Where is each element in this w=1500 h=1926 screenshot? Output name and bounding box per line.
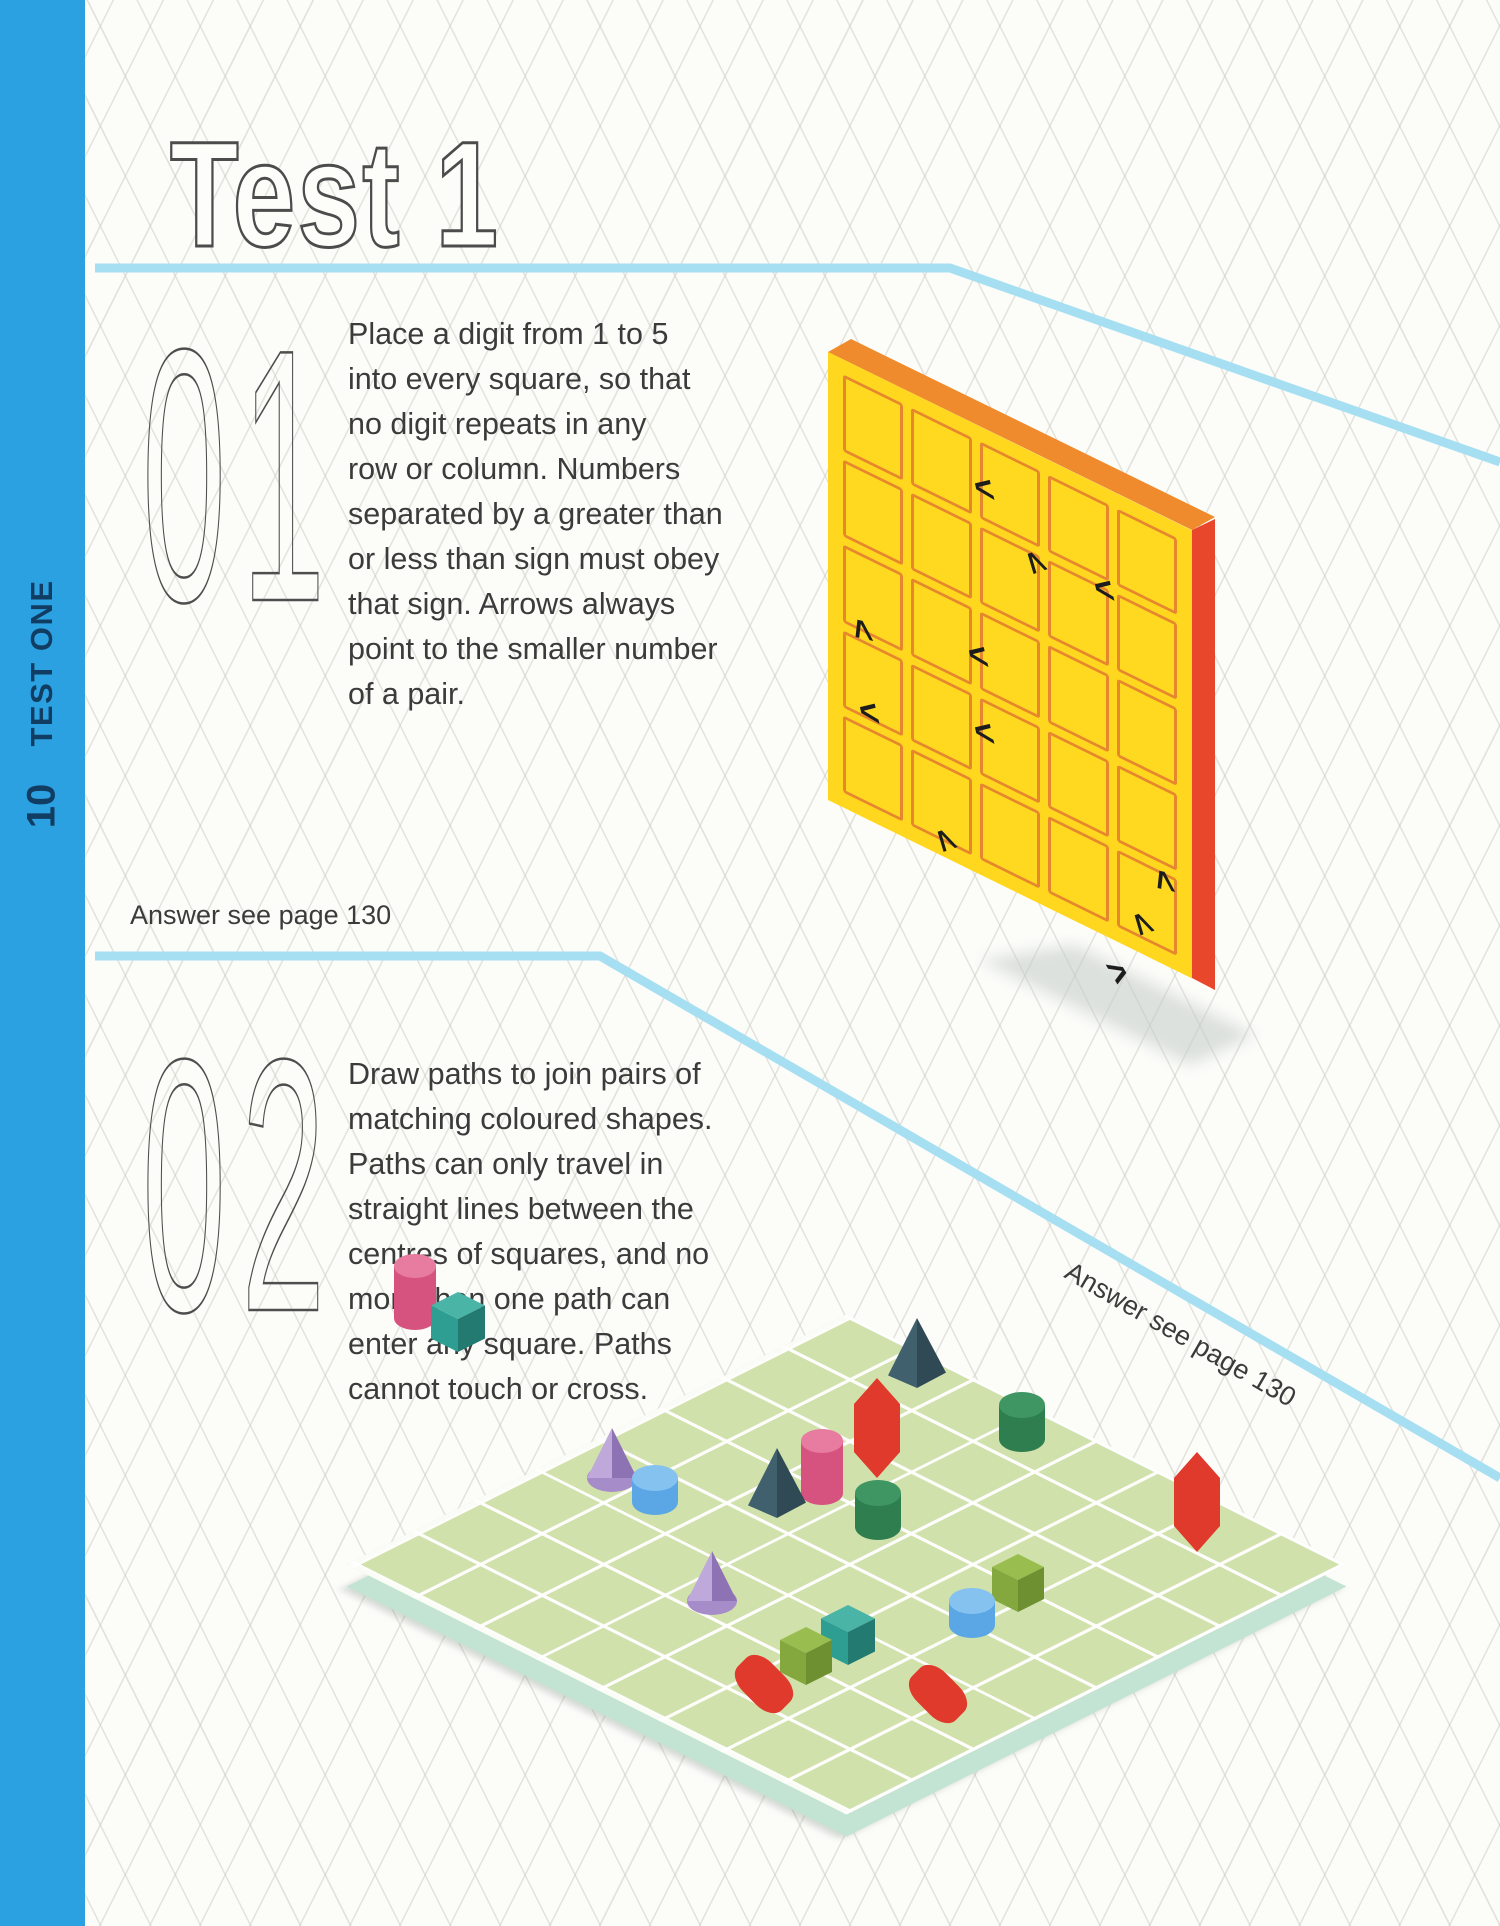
instruction-line: Draw paths to join pairs of: [348, 1057, 701, 1091]
puzzle2-number: 02: [141, 985, 341, 1387]
puzzle1-answer-note: Answer see page 130: [130, 900, 392, 930]
instruction-line: or less than sign must obey: [348, 542, 720, 576]
instruction-line: cannot touch or cross.: [348, 1372, 649, 1406]
puzzle2-instructions: Draw paths to join pairs of matching colo…: [348, 1052, 713, 1412]
instruction-line: matching coloured shapes.: [348, 1102, 713, 1136]
instruction-line: into every square, so that: [348, 362, 691, 396]
futoshiki-side-edge: [1192, 519, 1215, 990]
instruction-line: Place a digit from 1 to 5: [348, 317, 669, 351]
puzzle1-instructions: Place a digit from 1 to 5 into every squa…: [348, 312, 723, 717]
instruction-line: straight lines between the: [348, 1192, 694, 1226]
instruction-line: Paths can only travel in: [348, 1147, 664, 1181]
instruction-line: no digit repeats in any: [348, 407, 647, 441]
page-number: 10: [19, 783, 64, 829]
sidebar: TEST ONE 10: [0, 0, 85, 1926]
puzzle1-number: 01: [141, 275, 341, 677]
futoshiki-shadow: [980, 945, 1255, 1065]
instruction-line: of a pair.: [348, 677, 465, 711]
page-title: Test 1: [169, 109, 501, 280]
instruction-line: centres of squares, and no: [348, 1237, 710, 1271]
instruction-line: that sign. Arrows always: [348, 587, 676, 621]
sidebar-section-label: TEST ONE: [24, 579, 59, 747]
instruction-line: separated by a greater than: [348, 497, 723, 531]
accent-line-middle: [95, 951, 1500, 1482]
instruction-line: row or column. Numbers: [348, 452, 681, 486]
accent-line-top: [95, 263, 1500, 467]
instruction-line: more than one path can: [348, 1282, 671, 1316]
futoshiki-top-edge: [828, 339, 1215, 530]
instruction-line: enter any square. Paths: [348, 1327, 672, 1361]
instruction-line: point to the smaller number: [348, 632, 718, 666]
